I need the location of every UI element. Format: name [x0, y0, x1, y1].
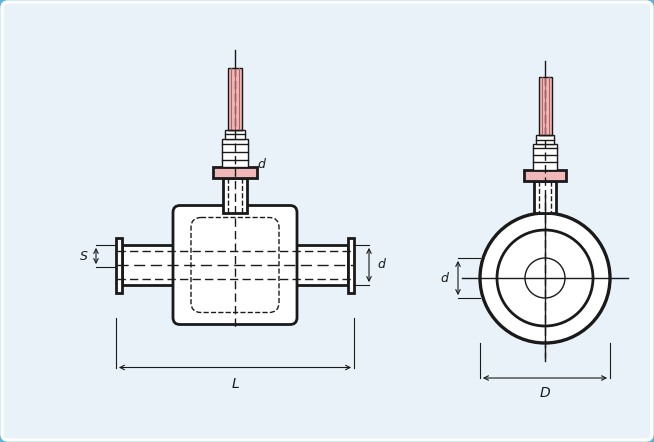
Text: d: d [377, 259, 385, 271]
FancyBboxPatch shape [173, 206, 297, 324]
Bar [534, 181, 556, 213]
Bar [228, 68, 242, 130]
Text: S: S [80, 249, 88, 263]
Bar [223, 178, 247, 213]
Bar [225, 130, 245, 138]
Bar [524, 170, 566, 181]
Circle shape [480, 213, 610, 343]
Bar [536, 135, 554, 144]
Text: D: D [540, 386, 550, 400]
Bar [122, 245, 180, 285]
Bar [222, 138, 248, 167]
Bar [533, 144, 557, 170]
Bar [290, 245, 348, 285]
Text: L: L [231, 377, 239, 392]
Bar [538, 77, 551, 135]
Bar [213, 167, 257, 178]
Text: d: d [440, 271, 448, 285]
Bar [348, 237, 354, 293]
Text: d: d [257, 158, 265, 171]
Bar [116, 237, 122, 293]
